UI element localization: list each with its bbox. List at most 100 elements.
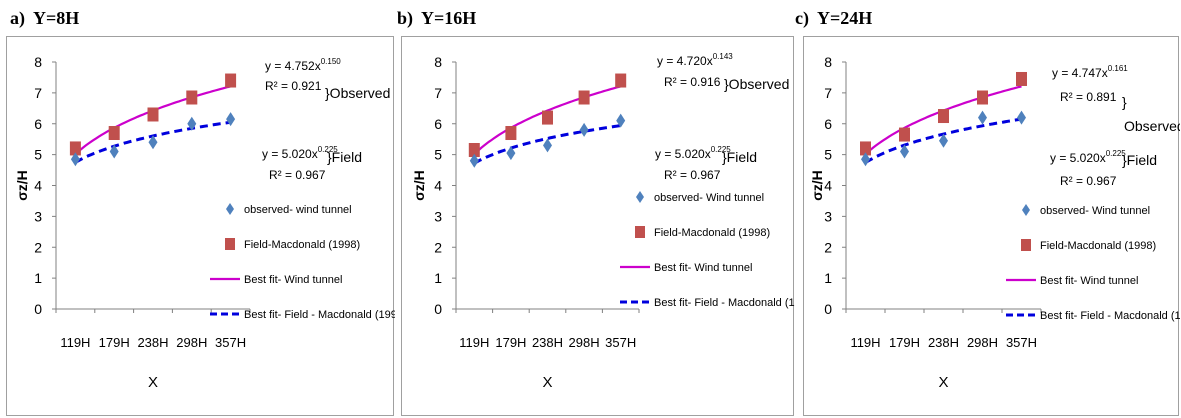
x-tick-label: 119H [459,335,489,350]
observed-diamond-marker [861,152,870,167]
observed-diamond-marker [187,116,197,131]
legend-observed-label: observed- Wind tunnel [1040,205,1150,217]
y-tick-label: 5 [34,147,42,163]
legend-observed-marker [226,203,234,215]
field-square-marker [578,90,590,105]
y-axis-title: σz/H [411,170,427,201]
observed-diamond-marker [70,152,80,167]
x-tick-label: 357H [215,335,246,350]
panel-letter: b) [397,8,414,28]
x-tick-label: 179H [889,335,920,350]
observed-diamond-marker [148,135,158,150]
obs-equation: y = 4.752x0.150 [265,57,341,73]
legend-fit-wind-tunnel-label: Best fit- Wind tunnel [244,274,342,286]
panel-letter: c) [795,8,809,28]
field-square-marker [147,107,159,122]
y-tick-label: 1 [824,270,832,286]
y-tick-label: 4 [434,178,442,194]
field-square-marker [468,142,480,157]
field-equation-exponent: 0.225 [318,145,339,154]
obs-equation-base: y = 4.747x [1052,66,1108,80]
field-square-marker [225,73,237,88]
field-r-squared: R² = 0.967 [269,168,326,182]
observed-diamond-marker [978,110,987,125]
y-tick-label: 5 [824,147,832,163]
y-axis-title: σz/H [809,170,825,201]
y-tick-label: 0 [434,301,442,317]
x-axis-title: X [542,374,552,391]
field-square-marker [977,90,988,105]
legend-field-label: Field-Macdonald (1998) [1040,240,1156,252]
field-r-squared: R² = 0.967 [664,168,721,182]
fit-curve-field [473,124,621,165]
fit-curve-wind-tunnel [473,85,621,155]
observed-diamond-marker [616,113,626,128]
y-tick-label: 0 [824,301,832,317]
x-tick-label: 119H [60,335,90,350]
obs-r-squared: R² = 0.921 [265,79,322,93]
field-r-squared: R² = 0.967 [1060,174,1117,188]
y-tick-label: 7 [824,85,832,101]
x-tick-label: 119H [850,335,880,350]
field-equation: y = 5.020x0.225 [655,145,731,161]
y-tick-label: 2 [434,239,442,255]
y-tick-label: 2 [824,239,832,255]
panel-c-heading: c) Y=24H [795,8,872,29]
panel-letter: a) [10,8,25,28]
field-square-marker [186,90,198,105]
y-tick-label: 0 [34,301,42,317]
y-tick-label: 7 [434,85,442,101]
y-tick-label: 7 [34,85,42,101]
field-brace-label: }Field [1122,152,1157,168]
observed-diamond-marker [579,122,589,137]
x-tick-label: 298H [176,335,207,350]
chart-a-svg: 0 1 2 3 4 5 6 7 8 119H 179H 238H 298H 357H Xσz/H y = 4.… [14,54,395,391]
y-tick-label: 5 [434,147,442,163]
x-tick-label: 238H [928,335,959,350]
observed-diamond-marker [900,144,909,159]
y-tick-label: 6 [824,116,832,132]
x-tick-label: 179H [495,335,526,350]
obs-equation-base: y = 4.720x [657,54,713,68]
panel-a-heading: a) Y=8H [10,8,79,29]
panel-b-heading: b) Y=16H [397,8,476,29]
field-square-marker [69,141,81,156]
legend-field-marker [1021,239,1031,251]
legend-field-label: Field-Macdonald (1998) [654,227,770,239]
x-axis-title: X [148,374,158,391]
field-equation: y = 5.020x0.225 [1050,149,1126,165]
field-square-marker [108,126,120,141]
y-axis-title: σz/H [14,170,30,201]
observed-diamond-marker [109,144,119,159]
obs-brace-label: } [1122,94,1127,110]
field-square-marker [542,110,553,125]
obs-equation-exponent: 0.143 [713,52,734,61]
legend-fit-wind-tunnel-label: Best fit- Wind tunnel [654,262,752,274]
field-square-marker [860,141,871,156]
y-tick-label: 3 [434,208,442,224]
legend-fit-field-label: Best fit- Field - Macdonald (1998) [654,297,795,309]
y-tick-label: 4 [34,178,42,194]
field-equation-base: y = 5.020x [655,147,711,161]
legend-field-marker [635,226,645,238]
field-square-marker [615,73,627,88]
y-tick-label: 3 [824,208,832,224]
obs-equation: y = 4.720x0.143 [657,52,733,68]
field-square-marker [899,127,910,142]
obs-brace-label: }Observed [325,85,390,101]
legend-fit-wind-tunnel-label: Best fit- Wind tunnel [1040,275,1138,287]
x-tick-label: 238H [137,335,168,350]
obs-equation-exponent: 0.161 [1108,64,1129,73]
obs-r-squared: R² = 0.916 [664,75,721,89]
y-tick-label: 6 [34,116,42,132]
field-equation-base: y = 5.020x [1050,151,1106,165]
chart-c-svg: 0 1 2 3 4 5 6 7 8 119H 179H 238H 298H 357H Xσz/H y = 4.… [809,54,1180,391]
legend-observed-label: observed- Wind tunnel [654,192,764,204]
field-square-marker [938,109,949,124]
observed-diamond-marker [1017,110,1026,125]
chart-b-svg: 0 1 2 3 4 5 6 7 8 119H 179H 238H 298H 357H Xσz/H y = 4.… [411,52,795,391]
field-brace-label: }Field [327,149,362,165]
x-tick-label: 298H [967,335,998,350]
